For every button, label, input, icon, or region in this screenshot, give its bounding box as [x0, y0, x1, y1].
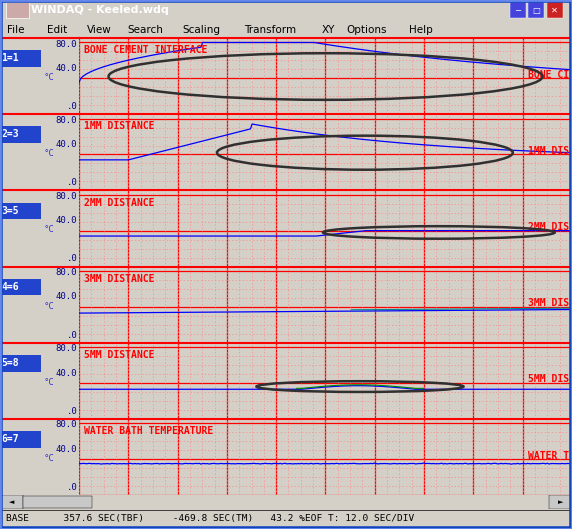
Bar — [528, 2, 544, 18]
Text: 40.0: 40.0 — [56, 140, 77, 149]
Text: 80.0: 80.0 — [56, 40, 77, 49]
Text: 3MM DIS: 3MM DIS — [529, 298, 570, 308]
Text: Search: Search — [127, 25, 163, 35]
Bar — [0, 279, 41, 295]
Bar — [0, 431, 41, 448]
Text: □: □ — [532, 5, 540, 14]
Text: XY: XY — [321, 25, 335, 35]
Text: 5MM DISTANCE: 5MM DISTANCE — [84, 350, 154, 360]
Text: Edit: Edit — [47, 25, 67, 35]
Bar — [0, 203, 41, 220]
Text: Scaling: Scaling — [182, 25, 220, 35]
Text: ─: ─ — [515, 5, 520, 14]
Text: BONE CI: BONE CI — [529, 70, 570, 80]
Text: 40.0: 40.0 — [56, 64, 77, 73]
Text: Transform: Transform — [244, 25, 296, 35]
Bar — [547, 2, 563, 18]
Bar — [0, 50, 41, 67]
Text: °C: °C — [43, 302, 54, 311]
Text: WATER T: WATER T — [529, 451, 570, 461]
Text: °C: °C — [43, 73, 54, 82]
Text: ✕: ✕ — [551, 5, 558, 14]
Bar — [0, 355, 41, 371]
Bar — [23, 496, 92, 508]
Text: .0: .0 — [66, 483, 77, 492]
Text: .0: .0 — [66, 331, 77, 340]
Text: 2MM DIS: 2MM DIS — [529, 222, 570, 232]
Text: 40.0: 40.0 — [56, 445, 77, 454]
Text: 3MM DISTANCE: 3MM DISTANCE — [84, 273, 154, 284]
Text: 1=1: 1=1 — [2, 53, 19, 63]
Text: 2MM DISTANCE: 2MM DISTANCE — [84, 197, 154, 207]
Text: °C: °C — [43, 149, 54, 158]
Text: °C: °C — [43, 225, 54, 234]
Bar — [0, 495, 23, 509]
Text: 5MM DIS: 5MM DIS — [529, 375, 570, 385]
Text: WINDAQ - Keeled.wdq: WINDAQ - Keeled.wdq — [31, 5, 169, 15]
Text: 80.0: 80.0 — [56, 421, 77, 430]
Text: 80.0: 80.0 — [56, 192, 77, 201]
Text: .0: .0 — [66, 254, 77, 263]
Text: ◄: ◄ — [9, 499, 14, 505]
Text: .0: .0 — [66, 178, 77, 187]
Text: 4=6: 4=6 — [2, 281, 19, 291]
Text: 80.0: 80.0 — [56, 344, 77, 353]
Text: File: File — [7, 25, 25, 35]
Text: °C: °C — [43, 378, 54, 387]
Bar — [0, 126, 41, 143]
Text: View: View — [87, 25, 112, 35]
Bar — [549, 495, 572, 509]
Text: .0: .0 — [66, 407, 77, 416]
Text: WATER BATH TEMPERATURE: WATER BATH TEMPERATURE — [84, 426, 213, 436]
Text: 5=8: 5=8 — [2, 358, 19, 368]
Bar — [510, 2, 526, 18]
Text: 80.0: 80.0 — [56, 268, 77, 277]
Text: Options: Options — [347, 25, 387, 35]
Text: 40.0: 40.0 — [56, 216, 77, 225]
Text: .0: .0 — [66, 102, 77, 111]
Text: ►: ► — [558, 499, 563, 505]
Text: 6=7: 6=7 — [2, 434, 19, 444]
Bar — [6, 2, 29, 18]
Text: BONE CEMENT INTERFACE: BONE CEMENT INTERFACE — [84, 45, 207, 55]
Text: °C: °C — [43, 454, 54, 463]
Text: 1MM DISTANCE: 1MM DISTANCE — [84, 121, 154, 131]
Text: 40.0: 40.0 — [56, 293, 77, 302]
Text: BASE      357.6 SEC(TBF)     -469.8 SEC(TM)   43.2 %EOF T: 12.0 SEC/DIV: BASE 357.6 SEC(TBF) -469.8 SEC(TM) 43.2 … — [6, 514, 414, 523]
Text: 2=3: 2=3 — [2, 130, 19, 139]
Text: 1MM DIS: 1MM DIS — [529, 146, 570, 156]
Text: Help: Help — [409, 25, 433, 35]
Text: 3=5: 3=5 — [2, 206, 19, 215]
Text: 40.0: 40.0 — [56, 369, 77, 378]
Text: 80.0: 80.0 — [56, 116, 77, 125]
